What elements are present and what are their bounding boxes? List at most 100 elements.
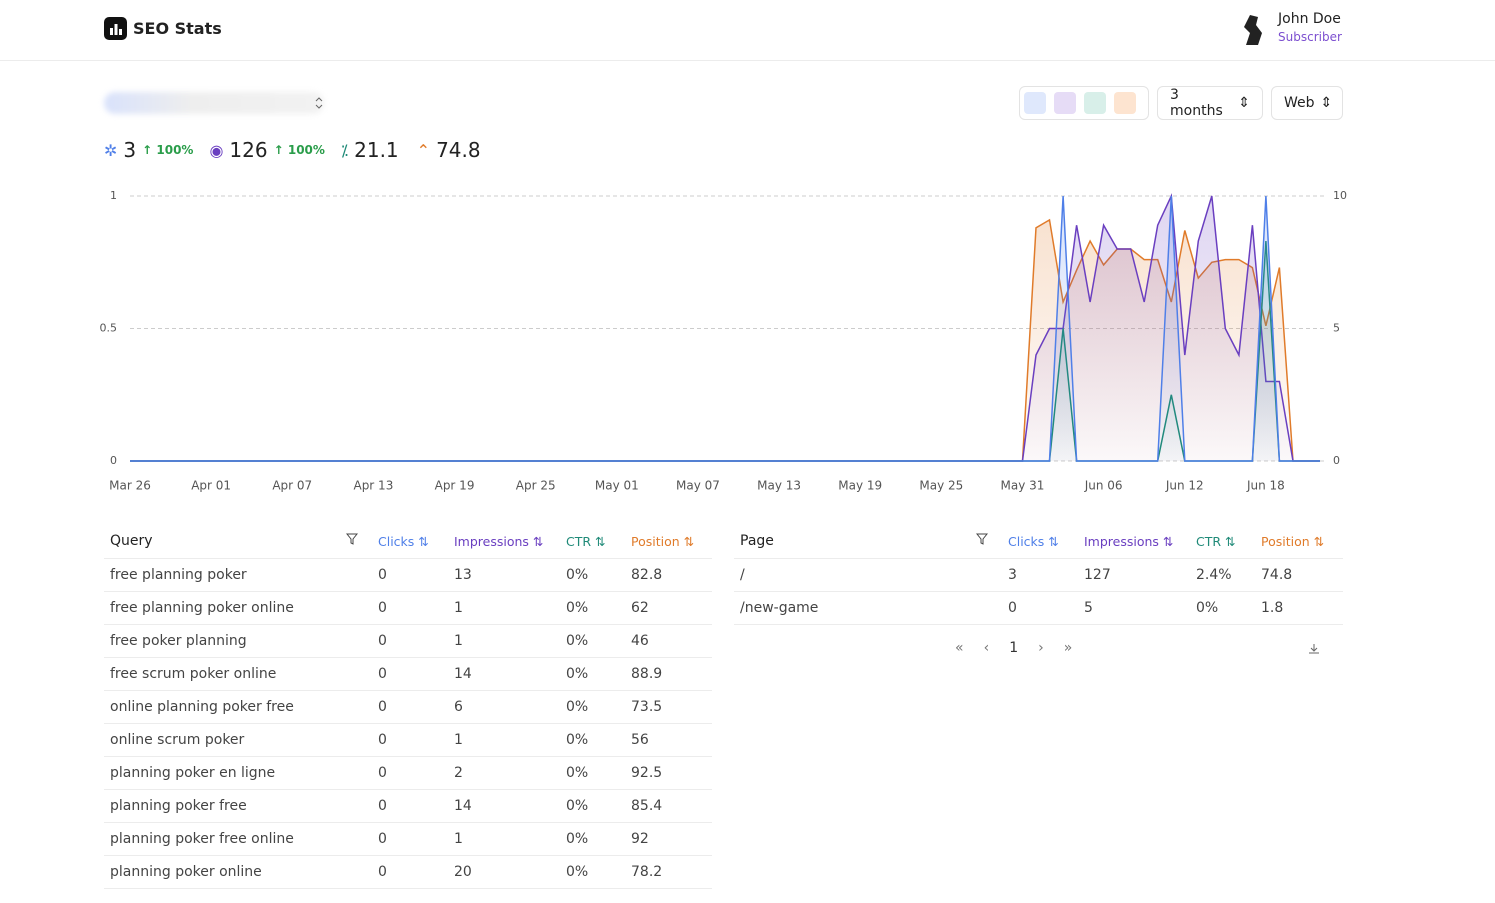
- cell: 14: [448, 657, 560, 691]
- x-tick-label: Jun 06: [1084, 479, 1123, 493]
- cell: online scrum poker: [104, 723, 372, 757]
- sort-icon: ⇅: [1158, 533, 1174, 549]
- header-text: Clicks: [378, 533, 415, 549]
- user-name: John Doe: [1278, 11, 1341, 27]
- row: /new-game 0 5 0% 1.8: [734, 591, 1343, 625]
- y-tick-label: 1: [110, 189, 117, 202]
- metric-toggles: [1019, 86, 1149, 120]
- ctr-icon: ⁒: [340, 140, 349, 160]
- header-text: CTR: [1196, 533, 1222, 549]
- column-header[interactable]: Page: [734, 525, 1002, 559]
- column-header[interactable]: Position ⇅: [625, 525, 712, 559]
- cell: 92.5: [625, 756, 712, 790]
- cell: online planning poker free: [104, 690, 372, 724]
- filter-icon: [345, 533, 359, 549]
- x-tick-label: May 07: [676, 479, 720, 493]
- last-page[interactable]: »: [1063, 640, 1073, 656]
- cell: 0: [372, 624, 448, 658]
- page-number: 1: [1009, 640, 1019, 656]
- page-table: Page Clicks ⇅ Impressions ⇅ CTR ⇅ Position ⇅…: [734, 525, 1343, 625]
- y2-tick-label: 5: [1333, 322, 1340, 335]
- prev-page[interactable]: ‹: [983, 640, 990, 656]
- header-text: Impressions: [454, 533, 529, 549]
- column-header[interactable]: Position ⇅: [1255, 525, 1343, 559]
- column-header[interactable]: CTR ⇅: [1190, 525, 1255, 559]
- header-text: Position: [1261, 533, 1310, 549]
- column-header[interactable]: Clicks ⇅: [1002, 525, 1078, 559]
- cell: 56: [625, 723, 712, 757]
- row: planning poker free 0 14 0% 85.4: [104, 789, 712, 823]
- line: [130, 195, 1320, 462]
- brand[interactable]: SEO Stats: [104, 17, 222, 40]
- cell: 0: [372, 657, 448, 691]
- chevron: ⇕: [1238, 95, 1250, 111]
- cell: 46: [625, 624, 712, 658]
- cell: free poker planning: [104, 624, 372, 658]
- stat-position: 74.8: [436, 138, 481, 162]
- row: /3 127 2.4% 74.8: [734, 558, 1343, 592]
- cell: 1: [448, 723, 560, 757]
- cell: 0%: [560, 855, 625, 889]
- x-tick-label: Apr 01: [191, 479, 231, 493]
- cell: 20: [448, 855, 560, 889]
- cell: free planning poker: [104, 558, 372, 592]
- stat-impressions: 126: [229, 138, 268, 162]
- cell: /: [734, 558, 1002, 592]
- sort-icon: ⇅: [414, 533, 429, 549]
- column-header[interactable]: Impressions ⇅: [1078, 525, 1190, 559]
- cell: 0: [372, 789, 448, 823]
- cell: planning poker free online: [104, 822, 372, 856]
- impressions-icon: ◉: [209, 140, 224, 160]
- sort-icon: ⇅: [591, 533, 606, 549]
- column-header[interactable]: Impressions ⇅: [448, 525, 560, 559]
- row: online planning poker free 0 6 0% 73.5: [104, 690, 712, 724]
- cell: 2: [448, 756, 560, 790]
- y-tick-label: 0: [110, 454, 117, 467]
- toggle-impressions[interactable]: [1054, 92, 1076, 114]
- cell: 1: [448, 822, 560, 856]
- row: free poker planning 0 1 0% 46: [104, 624, 712, 658]
- brand-name: SEO Stats: [133, 19, 222, 38]
- cell: 0%: [560, 756, 625, 790]
- pagination: « ‹ 1 › »: [955, 640, 1072, 656]
- cell: 73.5: [625, 690, 712, 724]
- cell: 3: [1002, 558, 1078, 592]
- next-page[interactable]: ›: [1038, 640, 1044, 656]
- cell: planning poker free: [104, 789, 372, 823]
- cell: 0%: [560, 657, 625, 691]
- cell: 0: [372, 591, 448, 625]
- query-table: Query Clicks ⇅ Impressions ⇅ CTR ⇅ Position …: [104, 525, 712, 889]
- row: free planning poker 0 13 0% 82.8: [104, 558, 712, 592]
- toggle-position[interactable]: [1114, 92, 1136, 114]
- x-tick-label: May 31: [1001, 479, 1045, 493]
- cell: 6: [448, 690, 560, 724]
- column-header[interactable]: Clicks ⇅: [372, 525, 448, 559]
- cell: 1.8: [1255, 591, 1343, 625]
- cell: planning poker en ligne: [104, 756, 372, 790]
- user-role: Subscriber: [1278, 30, 1342, 44]
- user-menu[interactable]: John Doe Subscriber: [1240, 11, 1342, 47]
- type-select[interactable]: Web ⇕: [1271, 86, 1343, 120]
- stat-clicks: 3: [123, 138, 137, 162]
- toggle-ctr[interactable]: [1084, 92, 1106, 114]
- cell: 0%: [560, 624, 625, 658]
- first-page[interactable]: «: [955, 640, 964, 656]
- column-header[interactable]: CTR ⇅: [560, 525, 625, 559]
- row: planning poker free online 0 1 0% 92: [104, 822, 712, 856]
- cell: 62: [625, 591, 712, 625]
- site-selector[interactable]: [104, 92, 324, 114]
- x-tick-label: Apr 07: [272, 479, 312, 493]
- header-text: Page: [740, 533, 774, 550]
- cell: 1: [448, 624, 560, 658]
- x-tick-label: Apr 25: [516, 479, 556, 493]
- stats: ✲ 3 ↑ 100% ◉ 126 ↑ 100% ⁒ 21.1 ⌃ 74.8: [104, 138, 481, 162]
- header-text: Position: [631, 533, 680, 549]
- y-tick-label: 0.5: [100, 322, 118, 335]
- cell: 0%: [1190, 591, 1255, 625]
- header-text: Impressions: [1084, 533, 1159, 549]
- column-header[interactable]: Query: [104, 525, 372, 559]
- range-select[interactable]: 3 months ⇕: [1157, 86, 1263, 120]
- download[interactable]: [1308, 643, 1320, 655]
- stat-clicks-change: ↑ 100%: [142, 143, 194, 157]
- toggle-clicks[interactable]: [1024, 92, 1046, 114]
